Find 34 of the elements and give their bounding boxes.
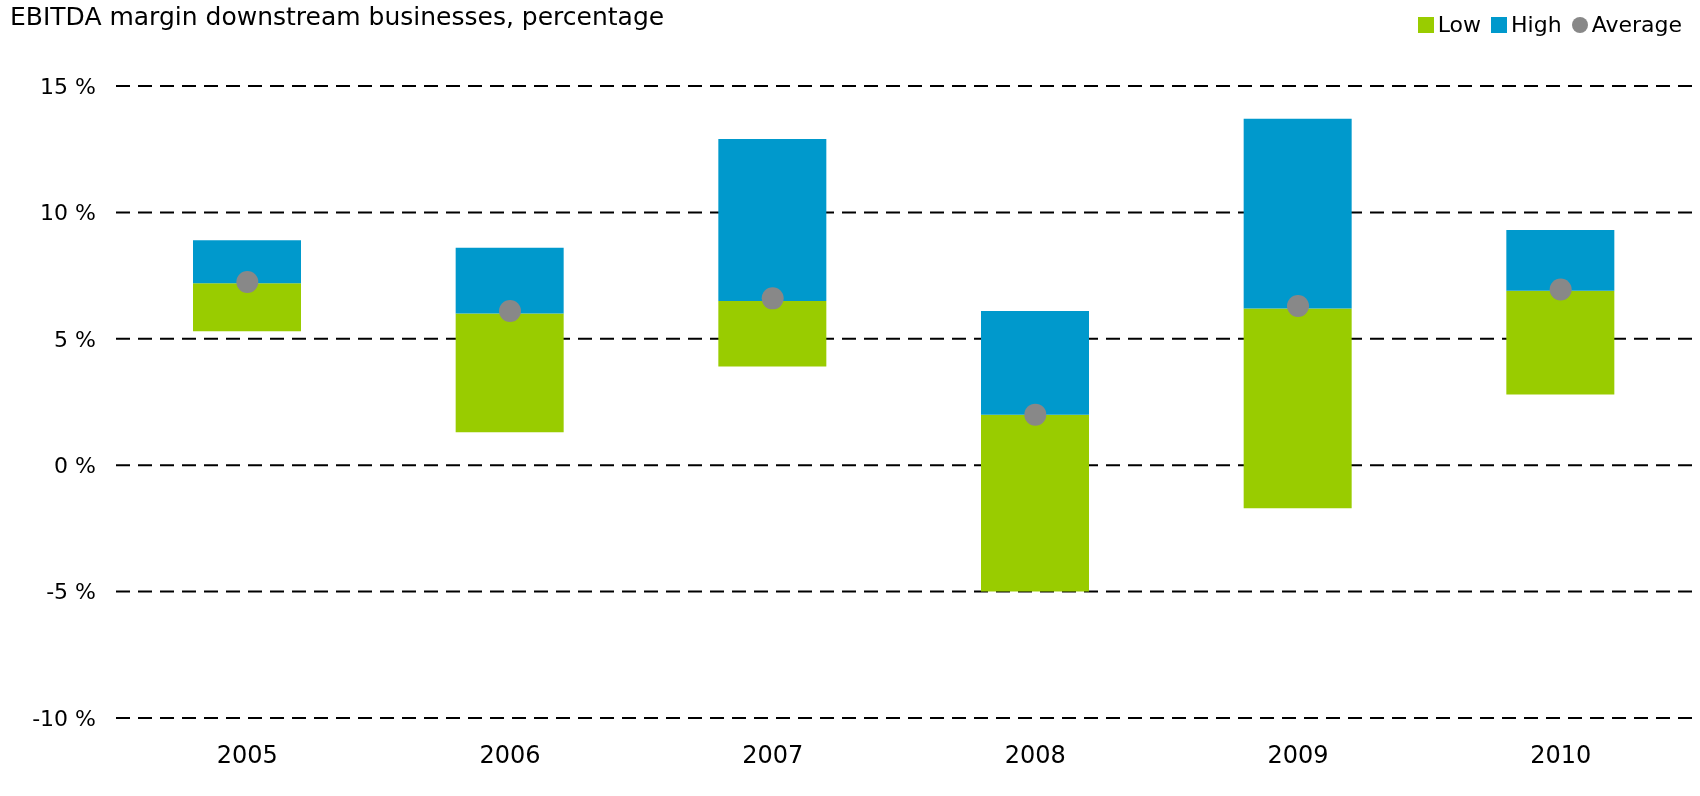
x-tick-label: 2007 <box>742 741 804 770</box>
bar <box>455 313 564 433</box>
bar <box>981 414 1089 592</box>
bar <box>1243 118 1352 309</box>
bar <box>718 300 827 367</box>
x-tick-label: 2009 <box>1267 741 1329 770</box>
x-tick-label: 2005 <box>216 741 278 770</box>
chart-title: EBITDA margin downstream businesses, percentage <box>10 2 665 31</box>
y-tick-label: -5 % <box>46 579 96 605</box>
bar <box>193 283 301 332</box>
y-tick-label: 0 % <box>54 453 96 479</box>
y-tick-label: 5 % <box>54 326 96 352</box>
legend-label: Average <box>1590 12 1682 37</box>
y-tick-label: 15 % <box>40 73 96 99</box>
bar <box>718 139 827 301</box>
legend-label: Low <box>1436 12 1482 37</box>
bar <box>193 240 301 284</box>
point <box>499 299 521 322</box>
y-tick-label: -10 % <box>32 705 96 731</box>
point <box>1287 294 1309 317</box>
bar <box>1243 308 1352 509</box>
bar <box>1506 230 1615 291</box>
point <box>1024 403 1047 426</box>
legend-label: High <box>1510 12 1562 37</box>
x-tick-label: 2010 <box>1530 741 1592 770</box>
point <box>761 287 784 310</box>
bar <box>981 310 1089 415</box>
bar <box>455 247 564 314</box>
point <box>1549 278 1572 301</box>
x-tick-label: 2008 <box>1004 741 1066 770</box>
bar <box>1506 290 1615 395</box>
y-tick-label: 10 % <box>40 200 96 226</box>
point <box>236 270 259 293</box>
x-tick-label: 2006 <box>479 741 541 770</box>
